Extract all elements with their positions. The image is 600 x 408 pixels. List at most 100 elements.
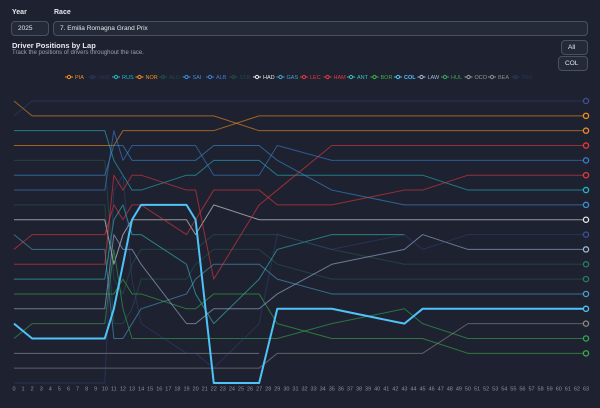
end-marker xyxy=(582,112,590,120)
legend-marker xyxy=(301,74,307,80)
position-line xyxy=(14,278,586,354)
legend-label: LAW xyxy=(428,75,441,81)
end-marker xyxy=(582,201,590,209)
position-line xyxy=(13,100,586,117)
legend-marker xyxy=(348,74,354,80)
legend-marker xyxy=(395,74,401,80)
filter-select[interactable]: All xyxy=(561,40,588,55)
x-tick-label: 50 xyxy=(465,386,471,392)
race-label: Race xyxy=(54,9,71,16)
driver-select[interactable]: COL xyxy=(558,56,588,71)
x-tick-label: 31 xyxy=(292,386,298,392)
legend-marker xyxy=(137,74,142,80)
x-tick-label: 2 xyxy=(31,386,34,392)
legend-marker xyxy=(254,74,260,80)
x-tick-label: 53 xyxy=(492,386,498,392)
x-tick-label: 40 xyxy=(374,386,380,392)
end-marker xyxy=(582,350,590,357)
x-tick-label: 32 xyxy=(301,386,307,392)
legend-marker xyxy=(372,74,377,80)
end-marker xyxy=(582,216,590,223)
legend-label: NOR xyxy=(146,75,158,81)
legend-label: BEA xyxy=(498,75,509,81)
end-marker xyxy=(582,261,590,268)
x-tick-label: 5 xyxy=(58,386,61,392)
x-tick-label: 3 xyxy=(40,386,43,392)
position-line xyxy=(14,234,586,325)
legend-label: STR xyxy=(240,75,251,81)
end-marker xyxy=(582,275,590,283)
x-tick-label: 33 xyxy=(311,386,317,392)
x-tick-label: 21 xyxy=(202,386,208,392)
legend-marker xyxy=(442,74,448,80)
chart-subtitle: Track the positions of drivers throughou… xyxy=(12,50,144,56)
legend-label: LEC xyxy=(310,75,321,81)
legend-marker xyxy=(513,74,518,80)
x-tick-label: 63 xyxy=(583,386,589,392)
x-tick-label: 56 xyxy=(519,386,525,392)
x-tick-label: 6 xyxy=(67,386,70,392)
x-tick-label: 22 xyxy=(211,386,217,392)
position-line xyxy=(14,174,586,384)
x-tick-label: 47 xyxy=(438,386,444,392)
x-tick-label: 42 xyxy=(392,386,398,392)
x-tick-label: 7 xyxy=(76,386,79,392)
x-tick-label: 58 xyxy=(538,386,544,392)
legend-label: GAS xyxy=(287,75,299,81)
position-line xyxy=(14,204,586,265)
end-marker xyxy=(582,171,590,179)
x-tick-label: 13 xyxy=(129,386,135,392)
end-marker xyxy=(582,246,590,253)
chart-title: Driver Positions by Lap xyxy=(12,41,96,50)
x-tick-label: 48 xyxy=(447,386,453,392)
x-tick-label: 46 xyxy=(429,386,435,392)
legend-label: HAM xyxy=(334,75,347,81)
legend-label: OCO xyxy=(475,75,488,81)
year-label: Year xyxy=(12,9,27,16)
x-tick-label: 10 xyxy=(102,386,108,392)
x-tick-label: 44 xyxy=(410,386,416,392)
x-tick-label: 16 xyxy=(156,386,162,392)
position-line xyxy=(14,159,586,295)
x-tick-label: 43 xyxy=(401,386,407,392)
x-tick-label: 1 xyxy=(22,386,25,392)
legend-marker xyxy=(207,74,213,80)
position-line xyxy=(14,145,586,280)
end-marker xyxy=(582,290,590,298)
legend-label: VER xyxy=(99,75,110,81)
x-tick-label: 17 xyxy=(165,386,171,392)
x-tick-label: 60 xyxy=(556,386,562,392)
x-tick-label: 14 xyxy=(138,386,144,392)
x-tick-label: 25 xyxy=(238,386,244,392)
x-tick-label: 62 xyxy=(574,386,580,392)
x-tick-label: 37 xyxy=(347,386,353,392)
legend-marker xyxy=(184,74,189,80)
legend-marker xyxy=(466,74,471,80)
x-tick-label: 34 xyxy=(320,386,326,392)
x-tick-label: 55 xyxy=(510,386,516,392)
race-select[interactable]: 7. Emilia Romagna Grand Prix xyxy=(53,21,588,36)
position-line xyxy=(14,130,586,191)
x-tick-label: 24 xyxy=(229,386,235,392)
legend-label: RUS xyxy=(122,75,134,81)
legend-marker xyxy=(90,74,95,80)
x-tick-label: 36 xyxy=(338,386,344,392)
end-marker xyxy=(582,127,590,134)
end-marker xyxy=(582,186,590,194)
x-tick-label: 29 xyxy=(274,386,280,392)
legend-label: TSU xyxy=(522,75,533,81)
x-tick-label: 19 xyxy=(183,386,189,392)
x-tick-label: 59 xyxy=(547,386,553,392)
x-tick-label: 28 xyxy=(265,386,271,392)
end-marker xyxy=(582,231,590,238)
end-marker xyxy=(582,305,590,313)
x-tick-label: 45 xyxy=(420,386,426,392)
x-tick-label: 51 xyxy=(474,386,480,392)
x-tick-label: 20 xyxy=(193,386,199,392)
legend-label: HAD xyxy=(263,75,275,81)
year-select[interactable]: 2025 xyxy=(11,21,49,36)
position-line xyxy=(13,234,586,339)
x-tick-label: 27 xyxy=(256,386,262,392)
